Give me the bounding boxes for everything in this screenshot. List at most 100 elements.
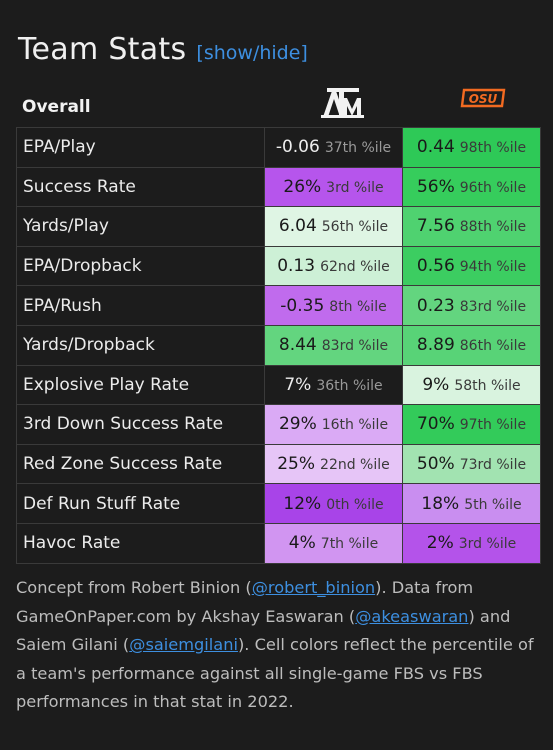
stat-value: 70% [416, 414, 455, 435]
texas-am-value-cell: 25% 22nd %ile [264, 443, 403, 485]
stat-value: 9% [422, 374, 450, 395]
title-row: Team Stats [show/hide] [18, 32, 308, 67]
show-hide-toggle-link[interactable]: [show/hide] [196, 42, 308, 64]
table-row: Havoc Rate 4% 7th %ile 2% 3rd %ile [16, 522, 541, 564]
table-row: Yards/Play 6.04 56th %ile 7.56 88th %ile [16, 206, 541, 247]
oklahoma-state-value-cell: 0.56 94th %ile [402, 245, 541, 287]
texas-am-value-cell: -0.35 8th %ile [264, 285, 403, 326]
stat-label: Explosive Play Rate [16, 364, 265, 406]
table-row: Red Zone Success Rate 25% 22nd %ile 50% 73rd… [16, 443, 541, 485]
footer-text-4: ). Cell colors reflect the percentile of… [16, 635, 534, 712]
section-label: Overall [22, 97, 91, 117]
table-row: EPA/Play -0.06 37th %ile 0.44 98th %ile [16, 127, 541, 168]
table-header: Overall OSU [16, 84, 538, 126]
texas-am-value-cell: 26% 3rd %ile [264, 166, 403, 208]
stat-percentile: 16th %ile [321, 417, 389, 434]
oklahoma-state-value-cell: 56% 96th %ile [402, 166, 541, 208]
stat-percentile: 0th %ile [326, 496, 384, 513]
texas-am-value-cell: 6.04 56th %ile [264, 206, 403, 247]
stat-percentile: 36th %ile [316, 377, 383, 394]
stat-label: 3rd Down Success Rate [16, 404, 265, 445]
stat-value: 0.44 [416, 137, 455, 158]
table-row: Success Rate 26% 3rd %ile 56% 96th %ile [16, 166, 541, 208]
stat-percentile: 8th %ile [329, 298, 387, 315]
stat-value: 0.13 [277, 256, 316, 277]
footer-note: Concept from Robert Binion (@robert_bini… [16, 574, 538, 717]
oklahoma-state-logo-icon: OSU [460, 88, 506, 108]
stat-value: 8.44 [278, 335, 317, 356]
stat-value: 2% [426, 533, 454, 554]
texas-am-value-cell: 8.44 83rd %ile [264, 324, 403, 366]
stat-percentile: 86th %ile [459, 338, 527, 355]
page-title: Team Stats [18, 32, 187, 67]
table-row: 3rd Down Success Rate 29% 16th %ile 70% 97th… [16, 404, 541, 445]
oklahoma-state-value-cell: 0.44 98th %ile [402, 127, 541, 168]
stat-value: 0.56 [416, 256, 455, 277]
table-row: Yards/Dropback 8.44 83rd %ile 8.89 86th %ile [16, 324, 541, 366]
footer-text-2: ). Data from GameOnPaper.com by Akshay E… [16, 578, 474, 626]
oklahoma-state-value-cell: 70% 97th %ile [402, 404, 541, 445]
texas-am-value-cell: 7% 36th %ile [264, 364, 403, 406]
stat-label: EPA/Play [16, 127, 265, 168]
table-row: EPA/Rush -0.35 8th %ile 0.23 83rd %ile [16, 285, 541, 326]
stat-percentile: 56th %ile [321, 219, 389, 236]
stat-percentile: 96th %ile [459, 179, 527, 196]
stat-value: -0.06 [275, 137, 320, 158]
texas-am-value-cell: 4% 7th %ile [264, 522, 403, 564]
stat-value: 12% [283, 493, 322, 514]
oklahoma-state-value-cell: 9% 58th %ile [402, 364, 541, 406]
texas-am-value-cell: 12% 0th %ile [264, 483, 403, 524]
stat-label: Yards/Dropback [16, 324, 265, 366]
texas-am-logo-icon [321, 88, 364, 118]
oklahoma-state-value-cell: 7.56 88th %ile [402, 206, 541, 247]
stat-label: EPA/Dropback [16, 245, 265, 287]
svg-text:OSU: OSU [469, 92, 498, 106]
stat-value: 56% [416, 176, 455, 197]
stat-label: Havoc Rate [16, 522, 265, 564]
stat-value: 18% [421, 493, 460, 514]
stat-value: 0.23 [416, 295, 455, 316]
saiemgilani-link[interactable]: @saiemgilani [129, 635, 238, 655]
table-row: Def Run Stuff Rate 12% 0th %ile 18% 5th %ile [16, 483, 541, 524]
stat-percentile: 83rd %ile [459, 298, 527, 315]
oklahoma-state-value-cell: 2% 3rd %ile [402, 522, 541, 564]
stat-value: 8.89 [416, 335, 455, 356]
stat-label: Red Zone Success Rate [16, 443, 265, 485]
stat-value: 7.56 [416, 216, 455, 237]
stat-label: Def Run Stuff Rate [16, 483, 265, 524]
stat-value: 7% [284, 374, 312, 395]
stat-percentile: 22nd %ile [320, 457, 390, 474]
stat-value: 50% [416, 454, 455, 475]
texas-am-value-cell: 29% 16th %ile [264, 404, 403, 445]
texas-am-value-cell: 0.13 62nd %ile [264, 245, 403, 287]
oklahoma-state-value-cell: 0.23 83rd %ile [402, 285, 541, 326]
footer-text-3: ) and Saiem Gilani ( [16, 606, 511, 655]
stat-percentile: 5th %ile [464, 496, 522, 513]
footer-text-1: Concept from Robert Binion ( [16, 578, 252, 597]
stat-percentile: 98th %ile [459, 140, 527, 157]
stat-percentile: 7th %ile [320, 536, 379, 553]
oklahoma-state-value-cell: 8.89 86th %ile [402, 324, 541, 366]
stat-label: EPA/Rush [16, 285, 265, 326]
stat-percentile: 62nd %ile [320, 259, 390, 276]
akeaswaran-link[interactable]: @akeaswaran [355, 606, 469, 626]
stat-value: 25% [277, 454, 316, 475]
table-row: EPA/Dropback 0.13 62nd %ile 0.56 94th %ile [16, 245, 541, 287]
stats-table: EPA/Play -0.06 37th %ile 0.44 98th %ile Succe… [16, 127, 541, 564]
stat-label: Success Rate [16, 166, 265, 208]
stat-value: 4% [288, 533, 316, 554]
stat-percentile: 88th %ile [459, 219, 527, 236]
stat-percentile: 37th %ile [324, 140, 392, 157]
stat-percentile: 94th %ile [459, 259, 527, 276]
robert-binion-link[interactable]: @robert_binion [251, 578, 376, 597]
oklahoma-state-value-cell: 50% 73rd %ile [402, 443, 541, 485]
stat-percentile: 83rd %ile [321, 338, 389, 355]
stat-value: 29% [278, 414, 317, 435]
stat-percentile: 97th %ile [459, 417, 527, 434]
texas-am-value-cell: -0.06 37th %ile [264, 127, 403, 168]
stat-percentile: 73rd %ile [459, 457, 527, 474]
stat-value: 26% [283, 176, 322, 197]
table-row: Explosive Play Rate 7% 36th %ile 9% 58th %il… [16, 364, 541, 406]
stat-label: Yards/Play [16, 206, 265, 247]
